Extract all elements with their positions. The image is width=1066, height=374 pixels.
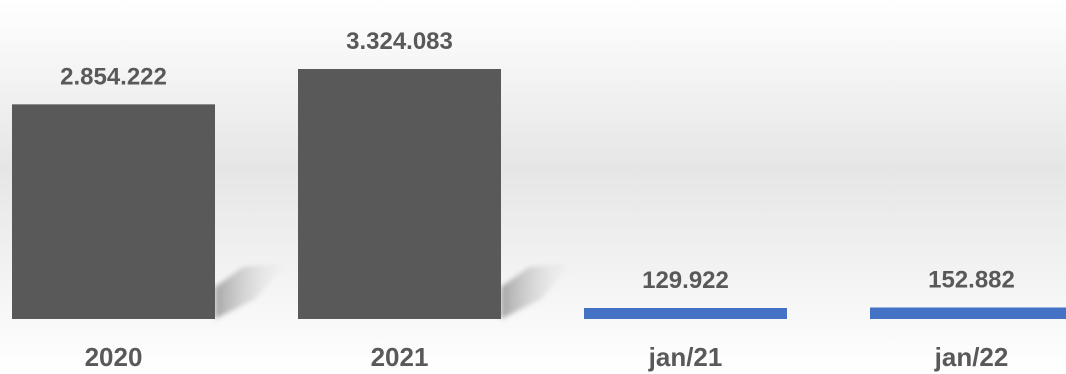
category-labels: 2020 2021 jan/21 jan/22 (85, 342, 1009, 372)
bar-2021 (298, 69, 501, 319)
bar-shadow (215, 263, 287, 319)
category-label: jan/21 (648, 342, 723, 372)
data-label: 152.882 (928, 267, 1015, 294)
data-label: 129.922 (642, 267, 729, 294)
data-label: 3.324.083 (346, 28, 453, 55)
data-label: 2.854.222 (60, 63, 167, 90)
category-label: jan/22 (934, 342, 1009, 372)
category-label: 2020 (85, 342, 143, 372)
bar-shadows (215, 263, 573, 319)
bar-jan-22 (870, 307, 1066, 319)
bar-2020 (12, 104, 215, 319)
value-labels: 2.854.222 3.324.083 129.922 152.882 (60, 28, 1015, 294)
bar-shadow (501, 263, 573, 319)
bar-jan-21 (584, 308, 787, 319)
category-label: 2021 (371, 342, 429, 372)
bars (12, 69, 1066, 319)
